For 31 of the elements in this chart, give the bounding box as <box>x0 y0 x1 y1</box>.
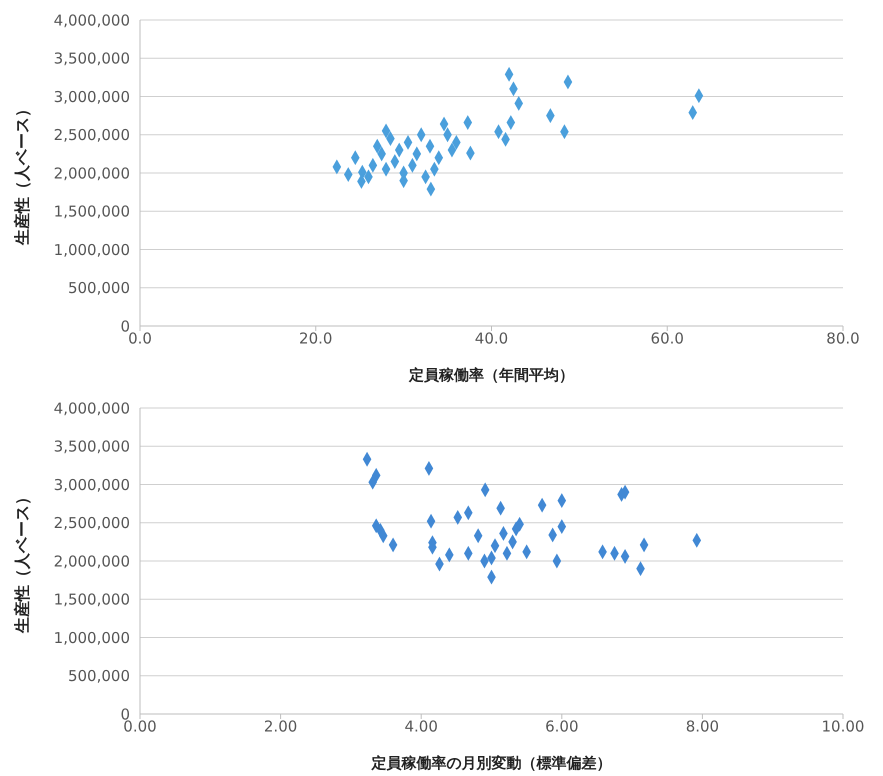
x-axis-title: 定員稼働率（年間平均） <box>408 366 574 384</box>
y-axis-title: 生産性（人ベース） <box>12 101 32 246</box>
y-tick-label: 3,000,000 <box>54 476 130 494</box>
y-tick-label: 1,000,000 <box>54 240 130 259</box>
x-tick-label: 6.00 <box>545 718 579 736</box>
y-tick-label: 1,500,000 <box>54 590 130 609</box>
y-tick-label: 1,500,000 <box>54 202 130 221</box>
y-tick-label: 0 <box>120 317 130 336</box>
y-tick-label: 2,500,000 <box>54 514 130 532</box>
x-tick-label: 2.00 <box>264 718 298 736</box>
x-tick-label: 60.0 <box>650 330 684 348</box>
x-tick-label: 20.0 <box>299 330 332 348</box>
y-tick-label: 2,500,000 <box>54 126 130 144</box>
y-tick-label: 3,500,000 <box>54 50 130 68</box>
x-tick-label: 8.00 <box>686 718 720 736</box>
y-tick-label: 2,000,000 <box>54 164 130 182</box>
y-tick-label: 500,000 <box>68 279 130 298</box>
y-tick-label: 2,000,000 <box>54 552 130 570</box>
x-tick-label: 80.0 <box>826 330 860 348</box>
x-axis-title: 定員稼働率の月別変動（標準偏差） <box>370 754 612 772</box>
y-tick-label: 500,000 <box>68 667 130 686</box>
y-tick-label: 4,000,000 <box>54 11 130 30</box>
x-tick-label: 40.0 <box>474 330 508 348</box>
x-tick-label: 4.00 <box>404 718 438 736</box>
y-tick-label: 1,000,000 <box>54 628 130 647</box>
x-tick-label: 0.0 <box>128 330 152 348</box>
y-axis-title: 生産性（人ベース） <box>12 489 32 634</box>
y-tick-label: 4,000,000 <box>54 399 130 418</box>
y-tick-label: 3,500,000 <box>54 438 130 456</box>
x-tick-label: 10.00 <box>822 718 864 736</box>
y-tick-label: 3,000,000 <box>54 88 130 106</box>
